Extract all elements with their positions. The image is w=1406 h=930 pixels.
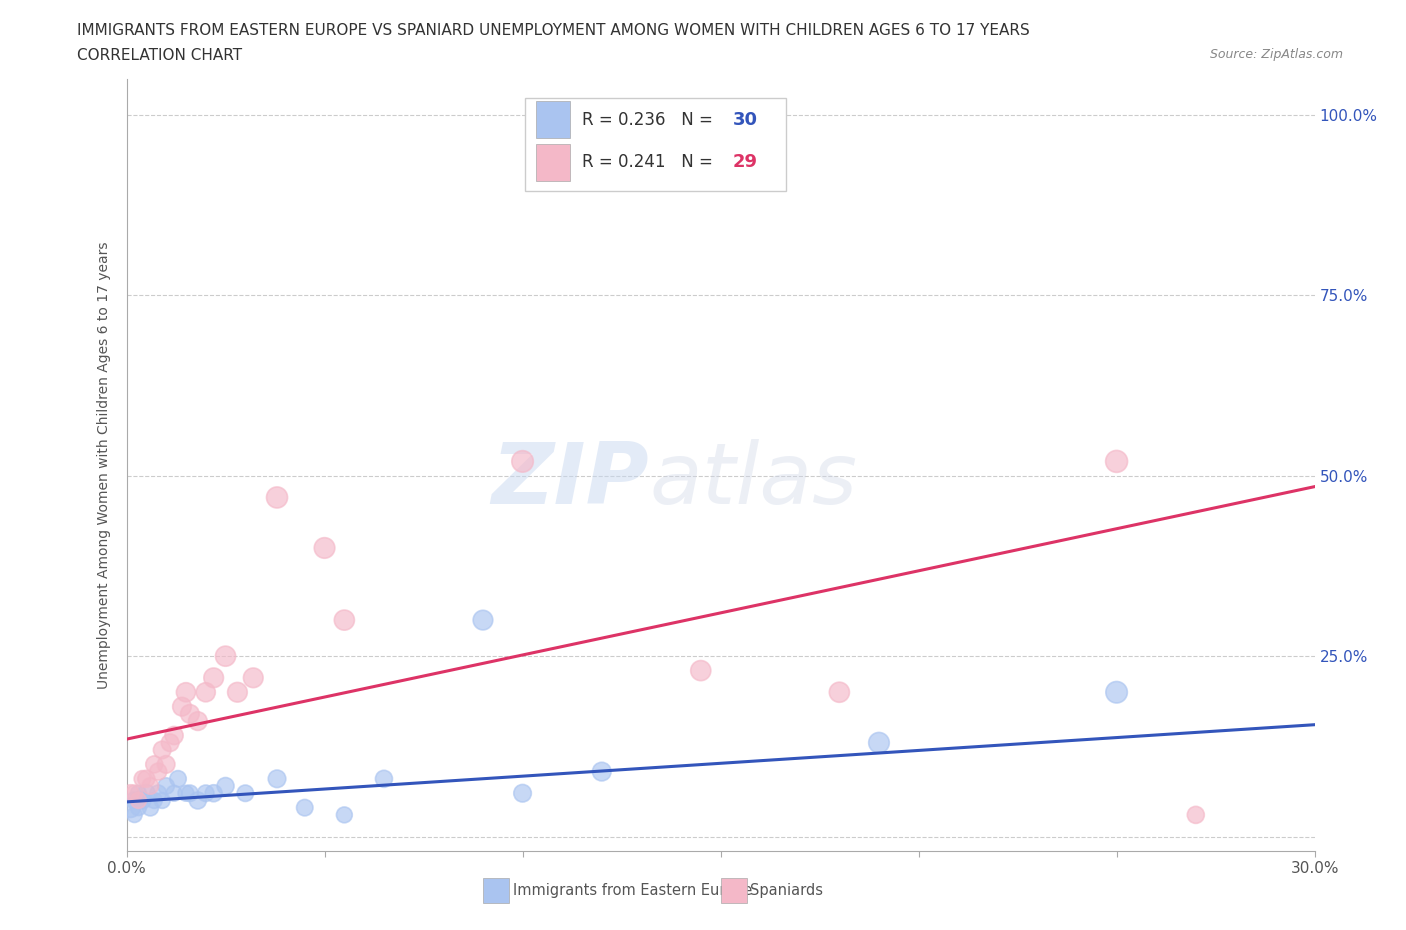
Point — [226, 684, 249, 699]
Point — [1185, 807, 1208, 822]
Point — [120, 800, 142, 815]
Point — [143, 793, 166, 808]
Point — [1105, 684, 1128, 699]
FancyBboxPatch shape — [524, 99, 786, 191]
Point — [314, 540, 336, 555]
Text: Source: ZipAtlas.com: Source: ZipAtlas.com — [1209, 48, 1343, 61]
Text: CORRELATION CHART: CORRELATION CHART — [77, 48, 242, 63]
Point — [120, 786, 142, 801]
Point — [150, 742, 173, 757]
Point — [333, 613, 356, 628]
Point — [139, 800, 162, 815]
Point — [266, 490, 288, 505]
Point — [131, 793, 153, 808]
Point — [512, 454, 534, 469]
Point — [187, 793, 209, 808]
Point — [472, 613, 495, 628]
Point — [512, 786, 534, 801]
Point — [214, 649, 236, 664]
Bar — [484, 878, 509, 903]
Text: ZIP: ZIP — [492, 439, 650, 522]
Point — [689, 663, 711, 678]
Point — [179, 786, 201, 801]
Point — [194, 786, 217, 801]
Bar — [537, 101, 569, 139]
Text: atlas: atlas — [650, 439, 858, 522]
Point — [1105, 454, 1128, 469]
Point — [163, 728, 186, 743]
Point — [135, 786, 157, 801]
Text: 30: 30 — [733, 111, 758, 129]
Point — [135, 771, 157, 786]
Point — [333, 807, 356, 822]
Point — [170, 699, 193, 714]
Point — [124, 786, 146, 801]
Text: R = 0.236   N =: R = 0.236 N = — [582, 111, 717, 129]
Point — [828, 684, 851, 699]
Text: Immigrants from Eastern Europe: Immigrants from Eastern Europe — [513, 883, 752, 897]
Point — [167, 771, 190, 786]
Point — [294, 800, 316, 815]
Text: IMMIGRANTS FROM EASTERN EUROPE VS SPANIARD UNEMPLOYMENT AMONG WOMEN WITH CHILDRE: IMMIGRANTS FROM EASTERN EUROPE VS SPANIA… — [77, 23, 1031, 38]
Point — [194, 684, 217, 699]
Point — [179, 707, 201, 722]
Point — [214, 778, 236, 793]
Point — [373, 771, 395, 786]
Point — [143, 757, 166, 772]
Text: 29: 29 — [733, 153, 758, 171]
Point — [124, 807, 146, 822]
Point — [202, 671, 225, 685]
Point — [127, 793, 149, 808]
Point — [266, 771, 288, 786]
Point — [148, 786, 170, 801]
Text: Spaniards: Spaniards — [751, 883, 824, 897]
Point — [174, 786, 197, 801]
Point — [139, 778, 162, 793]
Point — [124, 793, 146, 808]
Point — [155, 757, 177, 772]
Point — [187, 713, 209, 728]
Point — [127, 800, 149, 815]
Point — [233, 786, 257, 801]
Point — [150, 793, 173, 808]
Point — [591, 764, 613, 779]
Point — [131, 771, 153, 786]
Point — [163, 786, 186, 801]
Point — [242, 671, 264, 685]
Point — [155, 778, 177, 793]
Point — [159, 736, 181, 751]
Point — [202, 786, 225, 801]
Point — [868, 736, 890, 751]
Point — [127, 786, 149, 801]
Bar — [721, 878, 747, 903]
Text: R = 0.241   N =: R = 0.241 N = — [582, 153, 717, 171]
Point — [174, 684, 197, 699]
Point — [148, 764, 170, 779]
Y-axis label: Unemployment Among Women with Children Ages 6 to 17 years: Unemployment Among Women with Children A… — [97, 241, 111, 689]
Bar — [537, 144, 569, 181]
